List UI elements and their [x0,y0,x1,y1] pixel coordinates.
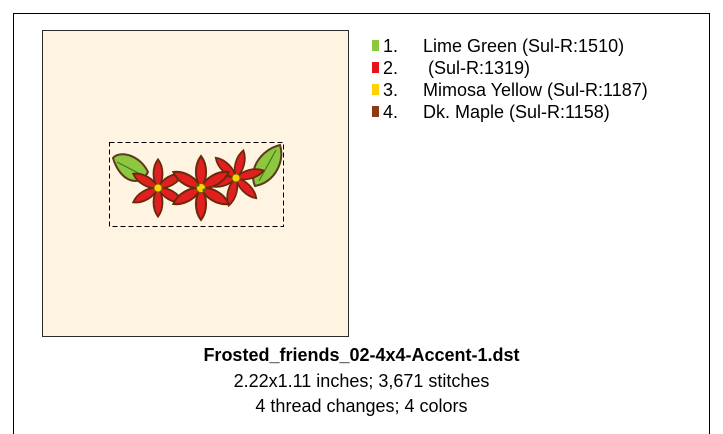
poinsettia-flower-left [130,158,186,218]
color-swatch [372,106,379,117]
legend-thread-name: Mimosa Yellow (Sul-R:1187) [423,80,648,100]
legend-thread-name: Dk. Maple (Sul-R:1158) [423,102,610,122]
color-swatch [372,84,379,95]
design-filename: Frosted_friends_02-4x4-Accent-1.dst [203,345,520,365]
design-dimensions: 2.22x1.11 inches; 3,671 stitches [233,371,490,391]
legend-thread-name: Lime Green (Sul-R:1510) [423,36,625,56]
color-swatch [372,62,379,73]
legend-thread-name: (Sul-R:1319) [423,58,531,78]
legend-item: 3. Mimosa Yellow (Sul-R:1187) [372,79,648,101]
design-bounding-box [109,142,284,227]
poinsettia-flower-center [169,155,233,221]
design-thread-changes: 4 thread changes; 4 colors [255,396,468,416]
legend-number: 1. [383,36,399,56]
legend-number: 2. [383,58,399,78]
legend-item: 1. Lime Green (Sul-R:1510) [372,35,624,57]
legend-item: 4. Dk. Maple (Sul-R:1158) [372,101,610,123]
legend-number: 3. [383,80,399,100]
leaf-right [252,143,283,188]
color-swatch [372,40,379,51]
poinsettia-flower-right [206,148,266,208]
thread-color-legend: 1. Lime Green (Sul-R:1510) 2. (Sul-R:131… [372,35,648,123]
legend-number: 4. [383,102,399,122]
legend-item: 2. (Sul-R:1319) [372,57,530,79]
